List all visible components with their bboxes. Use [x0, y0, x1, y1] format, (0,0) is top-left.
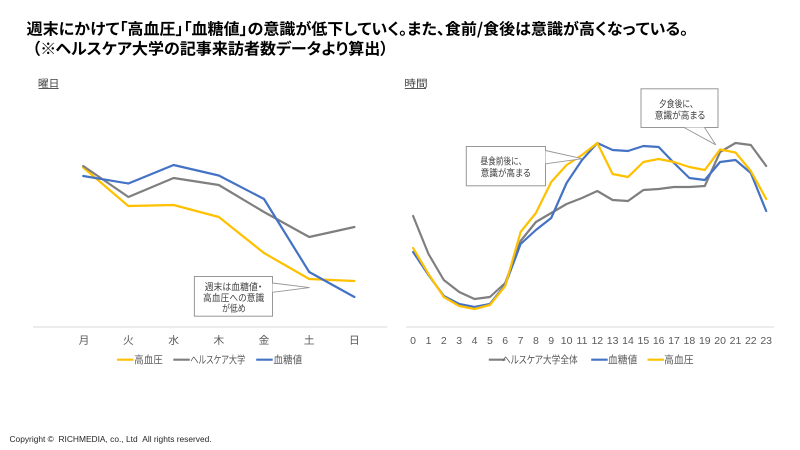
svg-text:3: 3: [456, 335, 462, 347]
svg-text:17: 17: [668, 335, 680, 347]
svg-text:12: 12: [591, 335, 603, 347]
svg-text:18: 18: [684, 335, 696, 347]
svg-text:23: 23: [760, 335, 772, 347]
svg-text:Copyright © RICHMEDIA, co., L: Copyright © RICHMEDIA, co., Ltd All righ…: [10, 434, 212, 444]
svg-text:15: 15: [638, 335, 650, 347]
svg-text:19: 19: [699, 335, 711, 347]
svg-text:4: 4: [472, 335, 478, 347]
svg-text:6: 6: [502, 335, 508, 347]
svg-text:14: 14: [622, 335, 634, 347]
svg-text:21: 21: [730, 335, 742, 347]
svg-text:22: 22: [745, 335, 757, 347]
svg-text:8: 8: [533, 335, 539, 347]
svg-text:11: 11: [577, 335, 588, 347]
svg-text:20: 20: [714, 335, 726, 347]
svg-text:16: 16: [653, 335, 665, 347]
svg-text:7: 7: [518, 335, 524, 347]
svg-text:1: 1: [426, 335, 432, 347]
svg-text:9: 9: [548, 335, 554, 347]
svg-text:10: 10: [561, 335, 573, 347]
svg-text:13: 13: [607, 335, 619, 347]
svg-text:5: 5: [487, 335, 493, 347]
svg-text:2: 2: [441, 335, 447, 347]
svg-text:0: 0: [410, 335, 416, 347]
